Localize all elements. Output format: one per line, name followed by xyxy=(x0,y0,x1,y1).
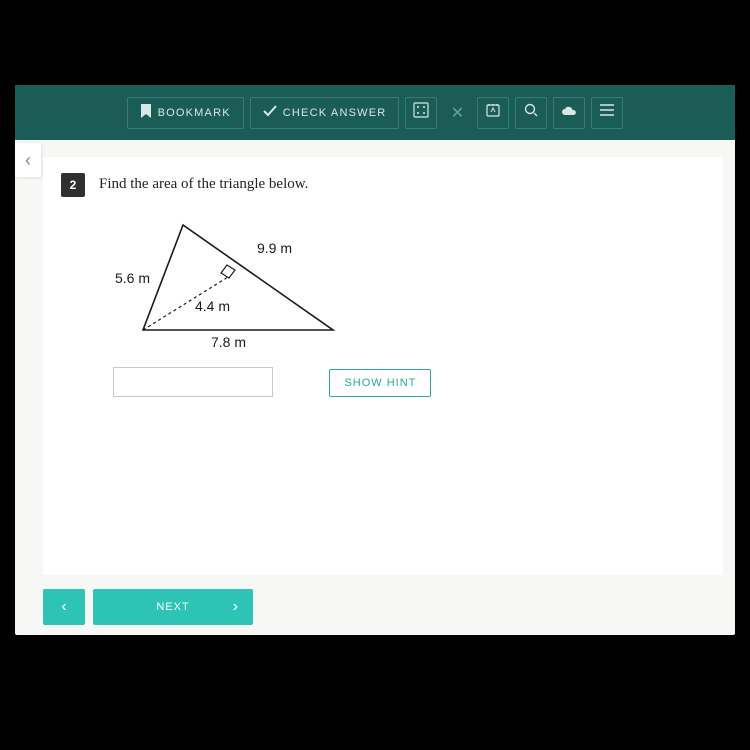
question-number-badge: 2 xyxy=(61,173,85,197)
cloud-icon xyxy=(561,104,577,122)
question-prompt: Find the area of the triangle below. xyxy=(99,173,308,193)
chevron-left-icon: ‹ xyxy=(61,598,66,616)
bookmark-icon xyxy=(140,104,152,121)
answer-input[interactable] xyxy=(113,367,273,397)
bookmark-button[interactable]: BOOKMARK xyxy=(127,97,244,129)
left-side-label: 5.6 m xyxy=(115,270,150,286)
bookmark-label: BOOKMARK xyxy=(158,107,231,119)
scratchpad-icon xyxy=(485,102,501,123)
menu-icon xyxy=(599,103,615,122)
question-header: 2 Find the area of the triangle below. xyxy=(61,173,705,197)
calculator-icon xyxy=(413,102,429,123)
chevron-right-icon: › xyxy=(233,598,239,616)
check-answer-label: CHECK ANSWER xyxy=(283,107,387,119)
cloud-button[interactable] xyxy=(553,97,585,129)
next-label: NEXT xyxy=(156,601,189,613)
chevron-left-icon: ‹ xyxy=(25,150,31,171)
show-hint-button[interactable]: SHOW HINT xyxy=(329,369,431,397)
footer-nav: ‹ NEXT › xyxy=(43,589,253,625)
base-label: 7.8 m xyxy=(211,334,246,350)
triangle-diagram: 9.9 m 5.6 m 4.4 m 7.8 m xyxy=(113,215,343,355)
hypotenuse-label: 9.9 m xyxy=(257,240,292,256)
prev-button[interactable]: ‹ xyxy=(43,589,85,625)
app-screen: BOOKMARK CHECK ANSWER ✕ xyxy=(15,85,735,635)
show-hint-label: SHOW HINT xyxy=(344,377,416,389)
check-icon xyxy=(263,105,277,120)
close-button[interactable]: ✕ xyxy=(443,103,471,123)
close-icon: ✕ xyxy=(451,105,464,122)
toolbar: BOOKMARK CHECK ANSWER ✕ xyxy=(15,85,735,140)
menu-button[interactable] xyxy=(591,97,623,129)
height-label: 4.4 m xyxy=(195,298,230,314)
scratchpad-button[interactable] xyxy=(477,97,509,129)
back-button[interactable]: ‹ xyxy=(15,143,41,177)
calculator-button[interactable] xyxy=(405,97,437,129)
search-icon xyxy=(523,102,539,123)
check-answer-button[interactable]: CHECK ANSWER xyxy=(250,97,400,129)
question-card: 2 Find the area of the triangle below. 9… xyxy=(43,157,723,575)
next-button[interactable]: NEXT › xyxy=(93,589,253,625)
search-button[interactable] xyxy=(515,97,547,129)
